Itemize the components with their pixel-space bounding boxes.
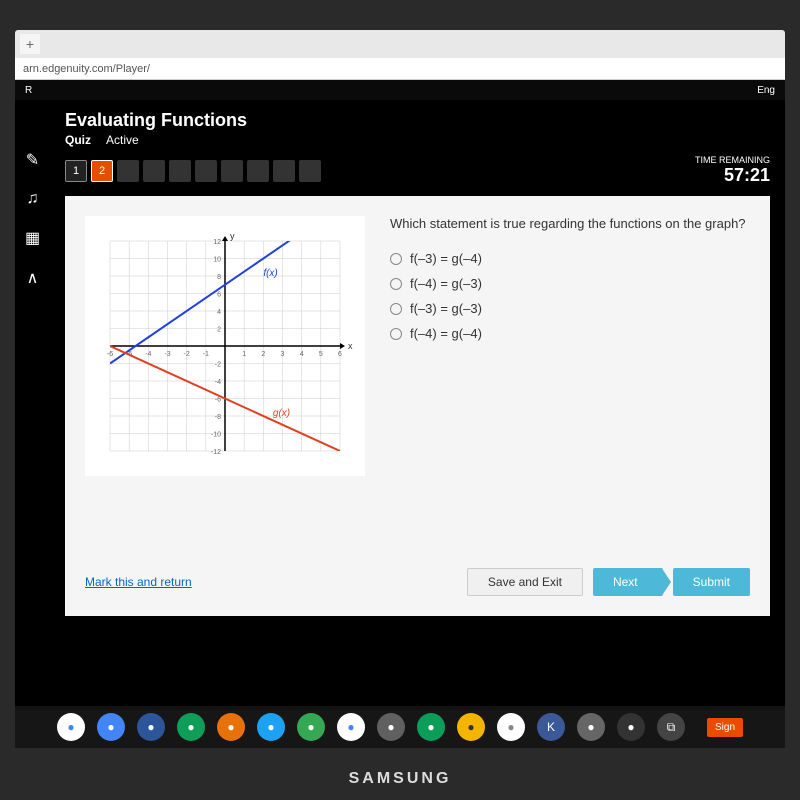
calculator-icon[interactable]: ▦ <box>25 228 40 248</box>
svg-text:x: x <box>348 341 353 351</box>
option-b[interactable]: f(–4) = g(–3) <box>390 276 750 291</box>
question-nav: 1 2 <box>65 160 321 182</box>
app-bar-left: R <box>25 85 32 96</box>
taskbar-app-icon[interactable]: ● <box>217 713 245 741</box>
radio-icon[interactable] <box>390 253 402 265</box>
option-c[interactable]: f(–3) = g(–3) <box>390 301 750 316</box>
url-bar[interactable]: arn.edgenuity.com/Player/ <box>15 58 785 80</box>
svg-text:5: 5 <box>319 351 323 358</box>
copy-icon[interactable]: ⧉ <box>657 713 685 741</box>
function-graph: -6-5-4-3-2-1123456-12-10-8-6-4-224681012… <box>85 216 365 476</box>
svg-text:2: 2 <box>217 327 221 334</box>
svg-text:4: 4 <box>217 309 221 316</box>
nav-q3[interactable] <box>117 160 139 182</box>
radio-icon[interactable] <box>390 328 402 340</box>
browser-tab-bar: + <box>15 30 785 58</box>
svg-text:g(x): g(x) <box>273 408 290 419</box>
taskbar-app-icon[interactable]: ● <box>137 713 165 741</box>
taskbar-app-icon[interactable]: ● <box>257 713 285 741</box>
nav-q7[interactable] <box>221 160 243 182</box>
nav-q9[interactable] <box>273 160 295 182</box>
svg-text:-8: -8 <box>215 414 221 421</box>
svg-text:-6: -6 <box>107 351 113 358</box>
left-sidebar: ✎ ♫ ▦ ∧ <box>15 100 50 710</box>
option-c-label: f(–3) = g(–3) <box>410 301 482 316</box>
nav-q10[interactable] <box>299 160 321 182</box>
sign-button[interactable]: Sign <box>707 718 743 737</box>
nav-q2[interactable]: 2 <box>91 160 113 182</box>
submit-button[interactable]: Submit <box>673 568 750 596</box>
taskbar-app-icon[interactable]: ● <box>337 713 365 741</box>
option-d[interactable]: f(–4) = g(–4) <box>390 326 750 341</box>
taskbar-app-icon[interactable]: ● <box>577 713 605 741</box>
next-button[interactable]: Next <box>593 568 663 596</box>
taskbar: ● ● ● ● ● ● ● ● ● ● ● ● K ● ● ⧉ Sign <box>15 706 785 748</box>
taskbar-app-icon[interactable]: ● <box>417 713 445 741</box>
svg-text:2: 2 <box>261 351 265 358</box>
svg-text:4: 4 <box>300 351 304 358</box>
mark-return-link[interactable]: Mark this and return <box>85 575 192 589</box>
nav-q6[interactable] <box>195 160 217 182</box>
svg-text:-2: -2 <box>215 362 221 369</box>
quiz-label: Quiz <box>65 133 91 147</box>
svg-text:-4: -4 <box>145 351 151 358</box>
question-prompt: Which statement is true regarding the fu… <box>390 216 750 231</box>
svg-text:-2: -2 <box>184 351 190 358</box>
app-bar-right: Eng <box>757 85 775 96</box>
nav-q4[interactable] <box>143 160 165 182</box>
radio-icon[interactable] <box>390 278 402 290</box>
taskbar-app-icon[interactable]: ● <box>457 713 485 741</box>
brand-logo: SAMSUNG <box>349 770 452 788</box>
quiz-active: Active <box>106 133 139 147</box>
taskbar-app-icon[interactable]: ● <box>617 713 645 741</box>
up-icon[interactable]: ∧ <box>27 268 39 288</box>
taskbar-app-icon[interactable]: ● <box>57 713 85 741</box>
svg-text:1: 1 <box>242 351 246 358</box>
taskbar-app-icon[interactable]: ● <box>97 713 125 741</box>
svg-text:6: 6 <box>217 292 221 299</box>
svg-text:3: 3 <box>281 351 285 358</box>
svg-text:-10: -10 <box>211 432 221 439</box>
svg-text:-4: -4 <box>215 379 221 386</box>
svg-text:-3: -3 <box>164 351 170 358</box>
taskbar-app-icon[interactable]: ● <box>297 713 325 741</box>
new-tab-button[interactable]: + <box>20 34 40 54</box>
taskbar-app-icon[interactable]: ● <box>377 713 405 741</box>
taskbar-app-icon[interactable]: K <box>537 713 565 741</box>
timer-label: TIME REMAINING <box>695 155 770 165</box>
svg-text:6: 6 <box>338 351 342 358</box>
nav-q1[interactable]: 1 <box>65 160 87 182</box>
timer: TIME REMAINING 57:21 <box>695 155 770 186</box>
taskbar-app-icon[interactable]: ● <box>497 713 525 741</box>
svg-text:-1: -1 <box>203 351 209 358</box>
svg-text:10: 10 <box>213 257 221 264</box>
app-top-bar: R Eng <box>15 80 785 100</box>
headphones-icon[interactable]: ♫ <box>27 190 39 208</box>
option-a[interactable]: f(–3) = g(–4) <box>390 251 750 266</box>
option-d-label: f(–4) = g(–4) <box>410 326 482 341</box>
pencil-icon[interactable]: ✎ <box>26 150 39 170</box>
timer-value: 57:21 <box>695 165 770 186</box>
option-b-label: f(–4) = g(–3) <box>410 276 482 291</box>
svg-text:12: 12 <box>213 239 221 246</box>
svg-text:-6: -6 <box>215 397 221 404</box>
save-exit-button[interactable]: Save and Exit <box>467 568 583 596</box>
option-a-label: f(–3) = g(–4) <box>410 251 482 266</box>
radio-icon[interactable] <box>390 303 402 315</box>
quiz-title: Evaluating Functions <box>65 110 770 131</box>
svg-text:y: y <box>230 231 235 241</box>
nav-q8[interactable] <box>247 160 269 182</box>
svg-text:8: 8 <box>217 274 221 281</box>
nav-q5[interactable] <box>169 160 191 182</box>
svg-text:-12: -12 <box>211 449 221 456</box>
svg-text:f(x): f(x) <box>263 268 277 279</box>
taskbar-app-icon[interactable]: ● <box>177 713 205 741</box>
